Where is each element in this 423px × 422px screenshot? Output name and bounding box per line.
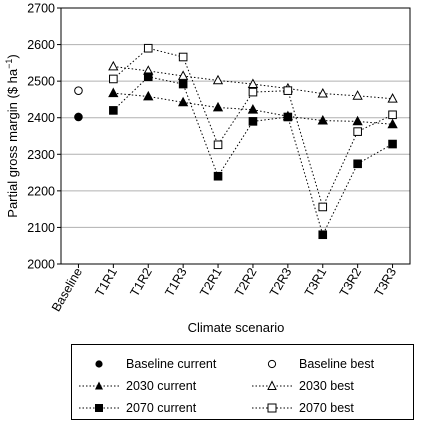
data-point-2-2 [143,90,154,101]
legend-item-2030-current: 2030 current [78,377,196,395]
data-point-3-1 [108,60,119,71]
y-tick-label: 2400 [27,111,55,125]
legend-symbol-2070-best [252,403,292,413]
data-point-5-2 [143,43,153,53]
data-point-4-4 [213,171,223,181]
data-point-5-9 [388,110,397,120]
legend-symbol-baseline-current [95,360,103,368]
x-tick-label: T3R3 [372,265,399,299]
data-point-4-6 [283,112,293,122]
legend-label: 2070 best [299,401,354,415]
data-point-4-9 [388,139,397,149]
x-tick-label: T2R3 [267,265,294,299]
plot-frame [60,7,411,265]
grid-lines [61,44,410,228]
x-tick-label: Baseline [49,265,85,314]
legend-item-baseline-best: Baseline best [251,355,374,373]
data-point-5-6 [283,86,293,95]
data-point-2-9 [387,118,398,129]
data-point-2-8 [352,115,363,126]
x-tick-label: T2R2 [232,265,259,299]
series-lines [112,47,393,237]
legend-label: 2070 current [126,401,197,415]
data-point-4-7 [318,230,328,240]
data-point-3-4 [212,74,224,85]
legend-label: 2030 best [299,379,354,393]
data-point-5-4 [213,140,223,150]
legend-item-2070-best: 2070 best [251,399,354,417]
data-markers [74,43,398,240]
y-tick-label: 2000 [27,258,55,272]
data-point-3-7 [317,87,328,98]
legend-symbol-2070-current [79,404,119,412]
y-axis-title: Partial gross margin ($ ha−1) [4,54,20,217]
legend-symbol-2030-current [79,381,119,390]
y-tick-label: 2700 [27,2,55,16]
series-line-4 [112,76,393,237]
data-point-5-5 [248,87,258,97]
y-tick-label: 2300 [27,148,55,162]
x-tick-label: T1R2 [127,265,154,299]
data-point-4-3 [178,79,188,89]
x-tick-label: T3R1 [302,265,329,299]
data-point-2-4 [212,101,224,112]
y-axis-title-close: ) [5,54,20,58]
legend-label: 2030 current [126,379,197,393]
y-axis-title-main: Partial gross margin ($ ha [5,68,20,218]
legend-label: Baseline current [126,357,217,371]
legend-item-baseline-current: Baseline current [78,355,216,373]
x-axis-ticks: Baseline T1R1 T1R2 T1R3 T2R1 T2R2 T2R3 T3R1 T3R2… [49,264,399,314]
data-point-2-5 [247,104,259,114]
data-point-4-2 [143,72,153,82]
legend-label: Baseline best [299,357,375,371]
x-tick-label: T1R1 [93,265,120,299]
data-point-5-8 [353,127,362,136]
x-tick-label: T2R1 [197,265,224,299]
data-point-2-7 [317,114,328,125]
y-tick-label: 2100 [27,221,55,235]
legend: Baseline current Baseline best 2030 curr… [71,344,414,420]
y-axis-ticks: 2000 2100 2200 2300 2400 2500 2600 2700 [27,2,61,272]
data-point-3-5 [247,78,259,88]
data-point-3-3 [177,70,189,80]
data-point-3-8 [352,90,363,100]
data-point-5-7 [318,202,328,212]
y-tick-label: 2600 [27,38,55,52]
data-point-2-1 [108,87,119,98]
y-tick-label: 2500 [27,75,55,89]
legend-symbol-baseline-best [267,359,277,369]
x-tick-label: T1R3 [162,265,189,299]
legend-item-2070-current: 2070 current [78,399,196,417]
legend-symbol-2030-best [252,380,292,390]
data-point-4-1 [109,106,118,115]
y-axis-title-superscript: −1 [4,59,14,69]
data-point-1-0 [74,86,83,95]
line-chart: 2000 2100 2200 2300 2400 2500 2600 2700 Baselin… [4,2,411,335]
series-line-5 [112,47,393,209]
data-point-4-8 [353,159,362,169]
data-point-0-0 [74,112,83,122]
data-point-2-3 [177,96,189,107]
data-point-5-1 [109,74,118,84]
data-point-4-5 [248,117,258,126]
data-point-5-3 [178,52,188,62]
x-axis-title: Climate scenario [188,320,285,335]
legend-item-2030-best: 2030 best [251,377,354,395]
y-tick-label: 2200 [27,184,55,198]
data-point-3-9 [387,93,398,103]
x-tick-label: T3R2 [337,265,364,299]
